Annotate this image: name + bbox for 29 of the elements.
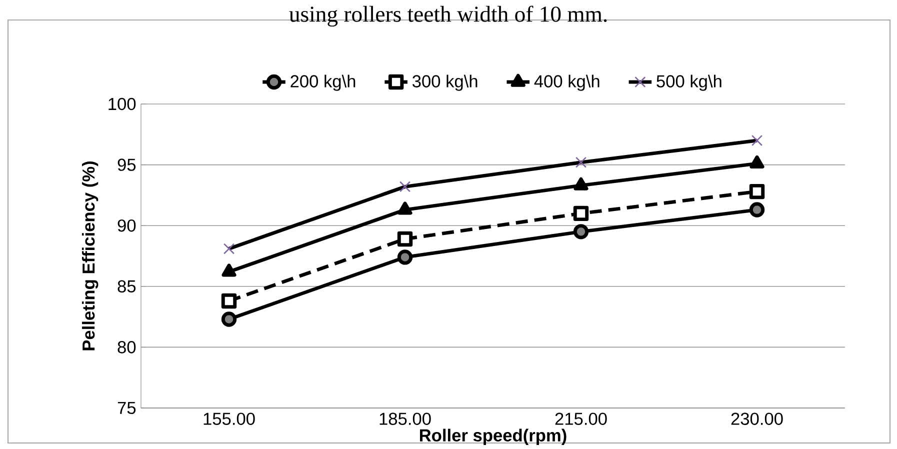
point: [221, 293, 237, 308]
point: [750, 155, 764, 168]
point: [749, 202, 765, 218]
y-tick-label: 100: [108, 98, 136, 110]
x-axis-title: Roller speed(rpm): [420, 428, 566, 445]
legend-label: 500 kg\h: [656, 74, 722, 91]
point: [222, 263, 236, 277]
point: [398, 201, 412, 215]
y-tick-label: 80: [118, 340, 136, 354]
chart-title: using rollers teeth width of 10 mm.: [289, 6, 607, 26]
point: [397, 231, 413, 246]
x-tick-label: 230.00: [731, 412, 783, 425]
x-tick-label: 215.00: [555, 412, 607, 425]
point: [221, 311, 237, 327]
point: [573, 206, 589, 221]
legend-label: 400 kg\h: [534, 74, 600, 91]
y-tick-label: 75: [118, 402, 136, 414]
legend-label: 300 kg\h: [412, 74, 478, 91]
point: [573, 224, 589, 240]
point: [397, 249, 413, 265]
legend-label: 200 kg\h: [290, 74, 356, 91]
point: [749, 184, 765, 199]
x-tick-label: 155.00: [204, 412, 255, 425]
point: [574, 177, 588, 190]
y-tick-label: 95: [118, 158, 136, 171]
y-tick-label: 90: [118, 219, 136, 232]
y-axis-title: Pelleting Efficiency (%): [82, 161, 98, 350]
x-tick-label: 185.00: [380, 412, 431, 425]
y-tick-label: 85: [118, 280, 136, 292]
